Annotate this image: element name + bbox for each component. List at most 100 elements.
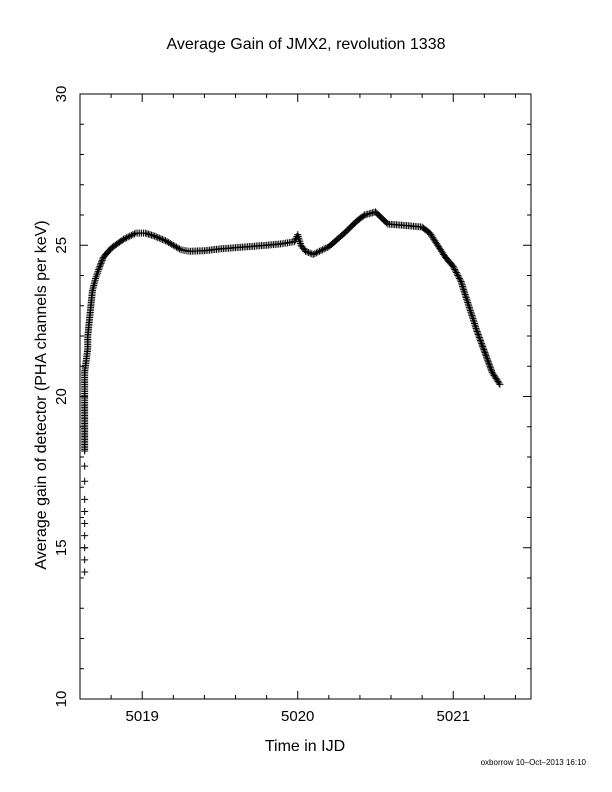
data-point (451, 265, 459, 273)
data-point (450, 264, 458, 272)
data-point (162, 237, 170, 245)
y-tick-label: 30 (53, 86, 70, 103)
data-point (163, 238, 171, 246)
data-point (81, 462, 89, 470)
data-point (470, 319, 478, 327)
data-point (483, 353, 491, 361)
data-point (455, 273, 463, 281)
data-point (93, 271, 101, 279)
data-point (158, 235, 166, 243)
data-point (479, 344, 487, 352)
data-point (92, 273, 100, 281)
data-point (169, 241, 177, 249)
y-tick-label: 15 (53, 539, 70, 556)
data-point (467, 308, 475, 316)
x-tick-label: 5020 (281, 708, 314, 725)
data-point (457, 278, 465, 286)
data-point (471, 321, 479, 329)
data-point (473, 326, 481, 334)
data-point (453, 270, 461, 278)
data-point (467, 310, 475, 318)
data-point (462, 294, 470, 302)
data-point (81, 532, 89, 540)
data-point (461, 289, 469, 297)
data-point (121, 234, 129, 242)
data-point (172, 243, 180, 251)
data-point (95, 265, 103, 273)
data-point (486, 364, 494, 372)
data-point (166, 239, 174, 247)
data-point (320, 245, 328, 253)
data-point (309, 250, 317, 258)
data-point (81, 568, 89, 576)
data-point (459, 284, 467, 292)
data-point (154, 233, 162, 241)
data-point (486, 362, 494, 370)
data-point (311, 250, 319, 258)
data-point (303, 248, 311, 256)
data-point (480, 347, 488, 355)
data-point (468, 311, 476, 319)
data-point (468, 313, 476, 321)
data-point (473, 327, 481, 335)
data-point (294, 231, 302, 239)
data-point (296, 238, 304, 246)
data-point (317, 247, 325, 255)
data-point (475, 334, 483, 342)
data-point (81, 495, 89, 503)
data-point (481, 350, 489, 358)
data-point (478, 341, 486, 349)
data-point (98, 258, 106, 266)
data-point (174, 244, 182, 252)
data-point (81, 477, 89, 485)
data-point (482, 352, 490, 360)
data-point (462, 292, 470, 300)
data-point (322, 244, 330, 252)
data-point (98, 256, 106, 264)
data-point (97, 259, 105, 267)
data-point (165, 239, 173, 247)
data-point (452, 268, 460, 276)
data-point (469, 315, 477, 323)
plot-frame (79, 93, 532, 700)
data-point (171, 242, 179, 250)
y-axis-label: Average gain of detector (PHA channels p… (33, 220, 50, 570)
data-point (458, 281, 466, 289)
data-point (126, 232, 134, 240)
data-point (302, 247, 309, 255)
data-point (295, 234, 303, 242)
data-point (472, 323, 480, 331)
data-point (294, 232, 302, 240)
data-point (485, 361, 493, 369)
data-point (463, 295, 471, 303)
data-point (151, 232, 159, 240)
data-point (124, 233, 132, 241)
data-point (148, 231, 156, 239)
data-point (456, 276, 464, 284)
axis-ticks: 5019 5020 5021 10 15 20 25 30 (53, 86, 531, 725)
data-point (487, 365, 495, 373)
data-point (479, 343, 487, 351)
data-point (484, 358, 492, 366)
data-point (488, 367, 496, 375)
y-tick-label: 20 (53, 388, 70, 405)
data-point (461, 290, 469, 298)
x-tick-label: 5021 (437, 708, 470, 725)
chart-title: Average Gain of JMX2, revolution 1338 (166, 36, 446, 53)
data-point (359, 212, 367, 220)
data-point (474, 330, 482, 338)
data-point (452, 267, 460, 275)
data-point (495, 379, 503, 387)
data-point (481, 349, 489, 357)
x-tick-label: 5019 (126, 708, 159, 725)
data-point (81, 556, 89, 564)
data-point (94, 267, 102, 275)
data-point (484, 356, 492, 364)
data-points (81, 208, 504, 576)
data-point (477, 338, 485, 346)
data-point (93, 269, 101, 277)
data-point (120, 235, 128, 243)
data-point (144, 230, 152, 238)
data-point (496, 380, 504, 388)
